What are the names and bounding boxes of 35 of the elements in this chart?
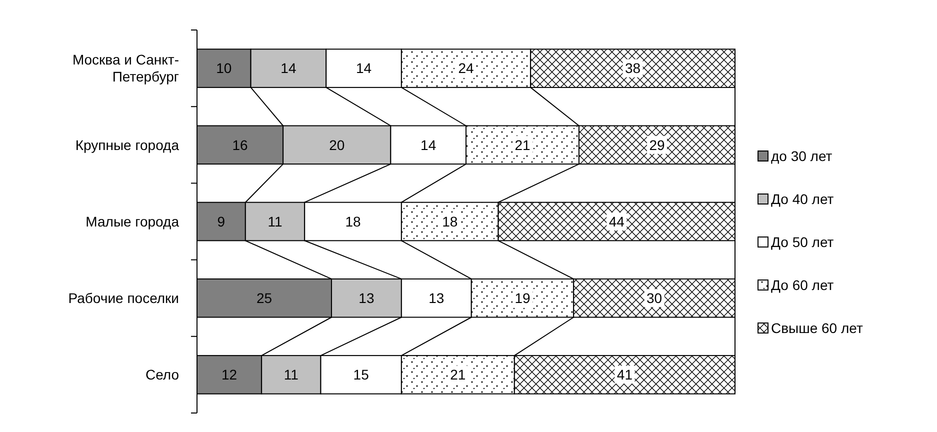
data-label: 41 [616, 366, 633, 383]
data-label: 10 [216, 60, 232, 76]
legend-label: до 30 лет [771, 148, 833, 164]
data-label: 11 [268, 213, 282, 230]
data-label: 9 [217, 213, 226, 230]
data-label: 14 [280, 60, 296, 76]
y-tick-label: Село [145, 366, 180, 383]
data-label: 44 [608, 213, 625, 230]
data-label: 30 [646, 290, 662, 306]
y-tick-label: Москва и Санкт-Петербург [72, 52, 180, 85]
data-label: 14 [356, 60, 372, 76]
data-label: 15 [353, 366, 370, 383]
data-label: 38 [624, 60, 641, 76]
data-label: 16 [232, 136, 248, 153]
data-label: 11 [284, 366, 299, 383]
data-label: 13 [358, 290, 374, 306]
data-label: 21 [450, 366, 466, 383]
data-label: 18 [345, 213, 362, 230]
legend-label: Свыше 60 лет [771, 320, 864, 336]
data-label: 21 [514, 136, 530, 153]
data-label: 18 [442, 213, 458, 230]
legend-label: До 40 лет [771, 190, 834, 207]
data-label: 25 [256, 290, 272, 306]
data-label: 29 [649, 136, 665, 153]
data-label: 20 [329, 136, 345, 153]
y-tick-label: Крупные города [75, 136, 180, 153]
legend-label: До 50 лет [771, 234, 834, 250]
data-label: 19 [514, 290, 530, 306]
data-label: 14 [420, 136, 436, 153]
legend-label: До 60 лет [771, 276, 834, 293]
data-label: 24 [458, 60, 474, 76]
data-label: 13 [428, 290, 444, 306]
data-label: 12 [221, 366, 238, 383]
y-tick-label: Малые города [86, 213, 180, 230]
y-tick-label: Рабочие поселки [68, 290, 179, 306]
